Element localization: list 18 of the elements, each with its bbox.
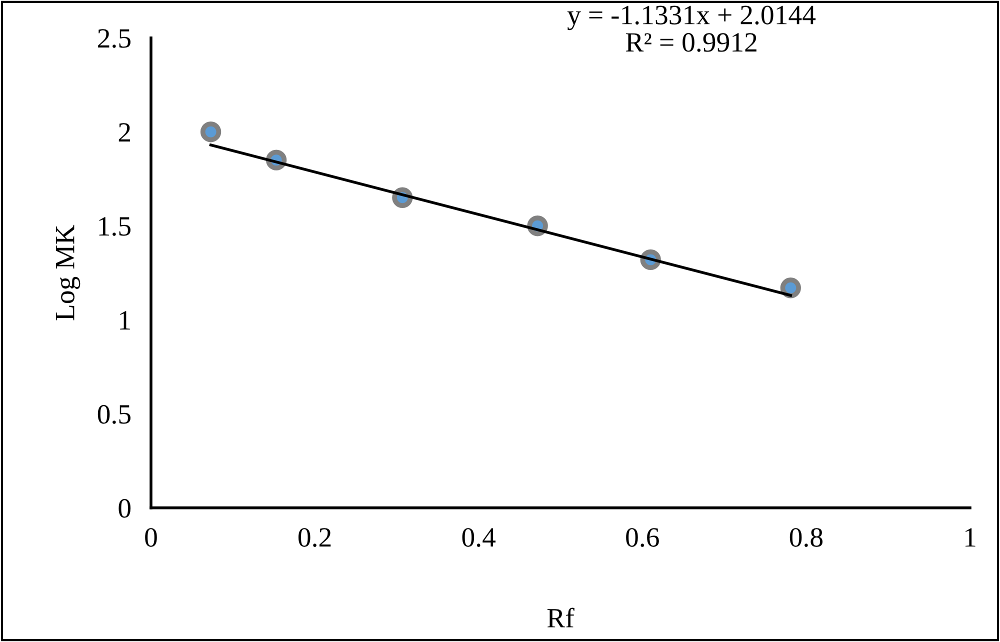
- x-tick-label: 0.4: [462, 528, 496, 547]
- x-tick-label: 1: [966, 528, 976, 547]
- y-tick-label: 1: [120, 311, 130, 330]
- x-tick-label: 0.6: [626, 528, 659, 547]
- x-tick-label: 0.8: [790, 528, 822, 547]
- x-tick-label: 0: [145, 528, 157, 547]
- annotation: R² = 0.9912: [626, 33, 756, 52]
- point: [200, 122, 222, 142]
- x-axis-title: Rf: [547, 608, 574, 628]
- x-tick-label: 0.2: [298, 528, 331, 547]
- text: y = -1.1331x + 2.0144: [567, 6, 816, 30]
- y-tick-label: 1.5: [99, 217, 130, 236]
- y-tick-label: 0.5: [98, 405, 130, 424]
- y-axis-title: Log MK: [56, 224, 80, 320]
- y-tick-label: 0: [118, 498, 130, 518]
- point: [780, 278, 801, 298]
- y-tick-label: 2: [118, 123, 130, 142]
- y-tick-label: 2.5: [98, 29, 130, 48]
